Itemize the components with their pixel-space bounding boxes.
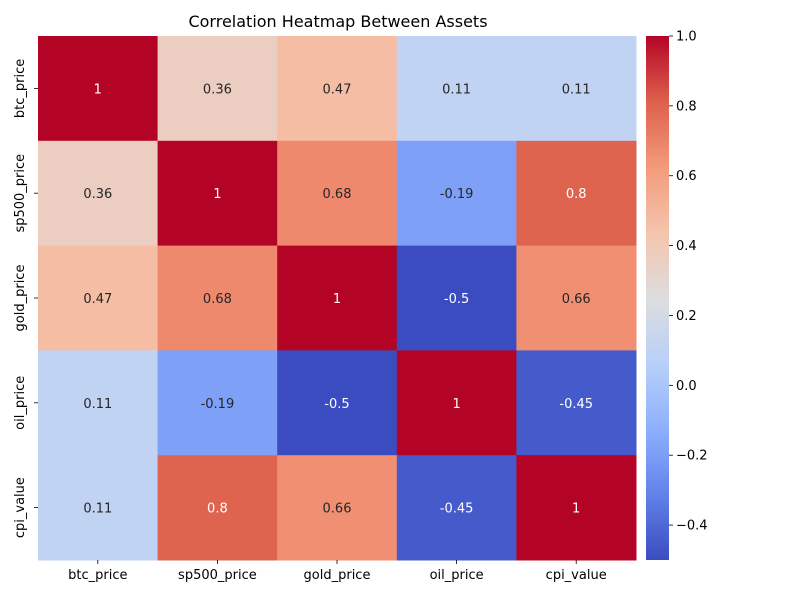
chart-title: Correlation Heatmap Between Assets (188, 12, 487, 31)
colorbar-tick-label: 0.8 (676, 99, 697, 114)
cell-value-label: 0.66 (562, 292, 591, 307)
cell-value-label: 1 (333, 292, 341, 307)
cell-value-label: -0.5 (444, 292, 469, 307)
heatmap-cell (396, 140, 517, 247)
heatmap-cell (396, 36, 517, 142)
x-tick-label: gold_price (304, 568, 371, 583)
cell-value-label: -0.5 (324, 397, 349, 412)
cell-value-label: 0.36 (203, 82, 232, 97)
y-tick-label: cpi_value (13, 477, 28, 538)
heatmap-cell (277, 245, 398, 351)
heatmap-cell (277, 140, 398, 247)
cell-value-label: -0.19 (201, 397, 235, 412)
cell-annotations: 1 0.36 0.47 0.11 0.11 0.36 1 0.68 -0.19 0.8 0.47 0.… (83, 82, 593, 516)
x-tick-label: oil_price (430, 568, 484, 583)
heatmap-cell (516, 350, 637, 456)
heatmap-cell (38, 455, 159, 561)
colorbar-tick-label: 0.2 (676, 309, 697, 324)
heatmap-cell (157, 36, 278, 142)
heatmap-cell (516, 455, 637, 561)
heatmap-cell (38, 36, 159, 142)
cell-value-label: 0.11 (562, 82, 591, 97)
cell-value-label: 0.11 (83, 397, 112, 412)
cell-value-label: -0.45 (559, 397, 593, 412)
colorbar-gradient (646, 36, 669, 560)
heatmap-cell (516, 245, 637, 351)
cell-value-label: 0.36 (83, 187, 112, 202)
x-tick-label: btc_price (68, 568, 127, 583)
x-tick-label: sp500_price (178, 568, 257, 583)
colorbar-tick-label: 0.6 (676, 169, 697, 184)
cell-value-label: 0.11 (83, 502, 112, 517)
y-tick-label: oil_price (13, 376, 28, 430)
x-axis: btc_price sp500_price gold_price oil_price c… (68, 560, 607, 583)
heatmap-cell (396, 350, 517, 456)
heatmap-cell (516, 140, 637, 247)
colorbar-tick-label: −0.2 (676, 449, 708, 464)
cell-value-label: 0.8 (566, 187, 587, 202)
cell-value-label: 0.47 (323, 82, 352, 97)
heatmap-cell (277, 455, 398, 561)
heatmap-cell (157, 245, 278, 351)
heatmap-cell (157, 140, 278, 247)
y-tick-label: btc_price (13, 59, 28, 118)
cell-value-label: 0.68 (323, 187, 352, 202)
x-tick-label: cpi_value (546, 568, 607, 583)
cell-value-label: 0.47 (83, 292, 112, 307)
y-tick-label: sp500_price (13, 154, 28, 233)
colorbar: −0.4 −0.2 0.0 0.2 0.4 0.6 0.8 1.0 (646, 30, 708, 560)
cell-value-label: 1 (213, 187, 221, 202)
cell-value-label: 0.8 (207, 502, 228, 517)
y-tick-label: gold_price (13, 265, 28, 332)
heatmap-cell (38, 350, 159, 456)
heatmap-cell (38, 140, 159, 247)
heatmap-cell (396, 245, 517, 351)
cell-value-label: -0.45 (440, 502, 474, 517)
cell-value-label: 1 (452, 397, 460, 412)
heatmap-cell (396, 455, 517, 561)
colorbar-tick-label: 1.0 (676, 30, 697, 45)
heatmap-cell (157, 455, 278, 561)
cell-value-label: 1 (572, 502, 580, 517)
cell-value-label: 0.66 (323, 502, 352, 517)
cell-value-label: 1 (94, 82, 102, 97)
colorbar-tick-label: 0.0 (676, 379, 697, 394)
heatmap-cells (38, 36, 637, 561)
heatmap-cell (516, 36, 637, 142)
cell-value-label: 0.11 (442, 82, 471, 97)
cell-value-label: -0.19 (440, 187, 474, 202)
y-axis: btc_price sp500_price gold_price oil_pricec… (13, 59, 38, 538)
colorbar-tick-label: 0.4 (676, 239, 697, 254)
heatmap-cell (38, 245, 159, 351)
heatmap-cell (277, 36, 398, 142)
colorbar-tick-label: −0.4 (676, 519, 708, 534)
heatmap-cell (277, 350, 398, 456)
heatmap-cell (157, 350, 278, 456)
cell-value-label: 0.68 (203, 292, 232, 307)
